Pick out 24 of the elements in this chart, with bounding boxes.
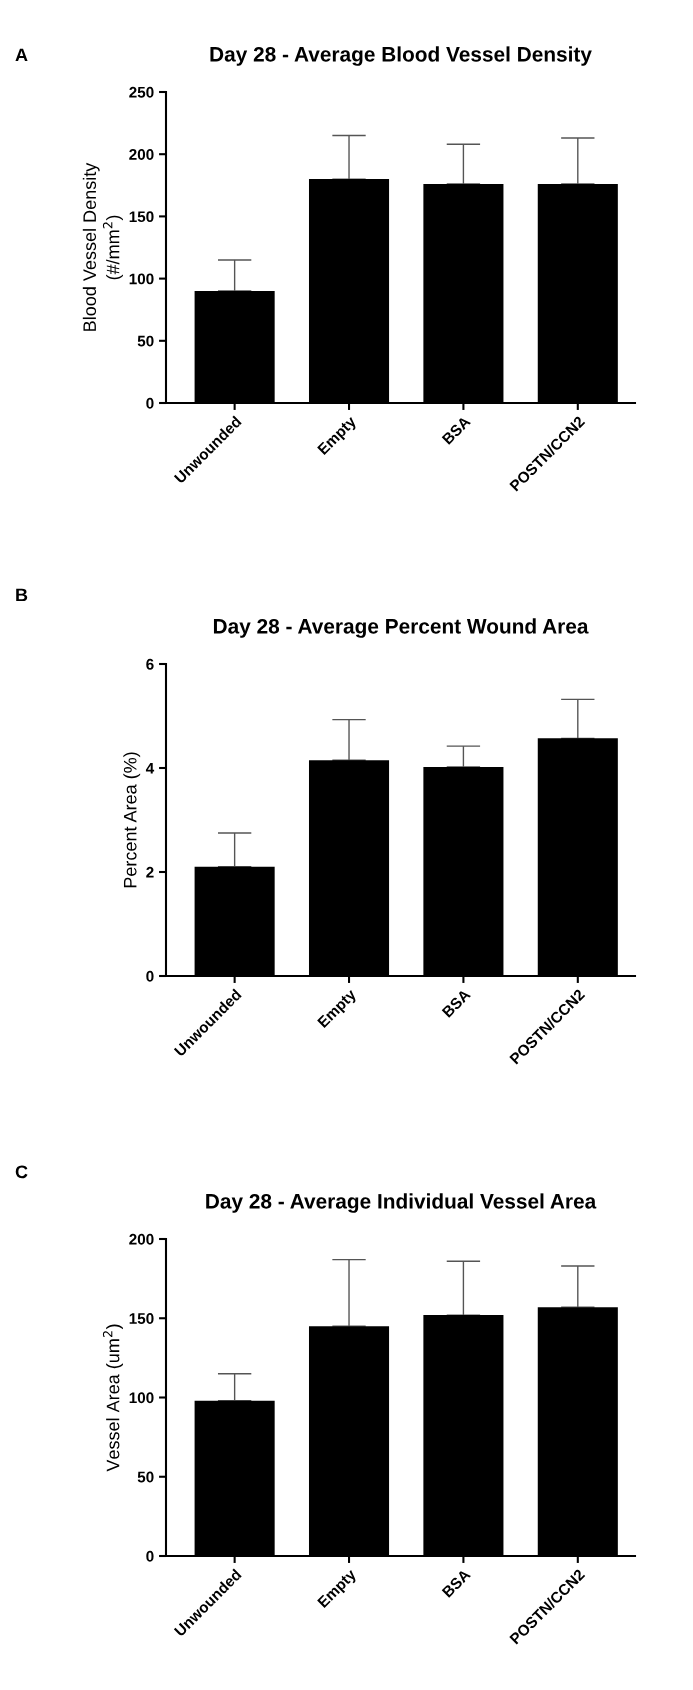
y-tick-label: 150	[129, 211, 154, 223]
y-tick-label: 100	[129, 1392, 154, 1404]
y-tick-label: 6	[146, 658, 154, 670]
text: B	[16, 588, 28, 602]
y-tick-label: 250	[129, 86, 154, 98]
y-tick-label: 100	[129, 273, 154, 285]
y-axis-title: Blood Vessel Density (#/mm$^{2}$)	[82, 162, 123, 331]
y-tick-label: 50	[137, 1471, 154, 1483]
chart-title: Day 28 - Average Percent Wound Area	[213, 618, 589, 638]
y-tick-label: 200	[129, 149, 154, 160]
text: A	[15, 48, 28, 62]
text: C	[15, 1165, 28, 1179]
y-tick-label: 2	[146, 866, 154, 878]
y-tick-label: 4	[145, 763, 155, 774]
y-tick-label: 200	[129, 1233, 154, 1245]
y-axis-title: Percent Area (%)	[123, 752, 141, 888]
y-tick-label: 0	[146, 1550, 154, 1562]
y-tick-label: 150	[129, 1313, 154, 1324]
chart-title: Day 28 - Average Blood Vessel Density	[210, 46, 592, 66]
y-axis-title: Vessel Area (um$^{2}$)	[102, 1324, 123, 1472]
y-tick-label: 50	[137, 335, 154, 347]
chart-title: Day 28 - Average Individual Vessel Area	[206, 1193, 597, 1213]
y-tick-label: 0	[146, 970, 154, 982]
y-tick-label: 0	[146, 397, 154, 409]
